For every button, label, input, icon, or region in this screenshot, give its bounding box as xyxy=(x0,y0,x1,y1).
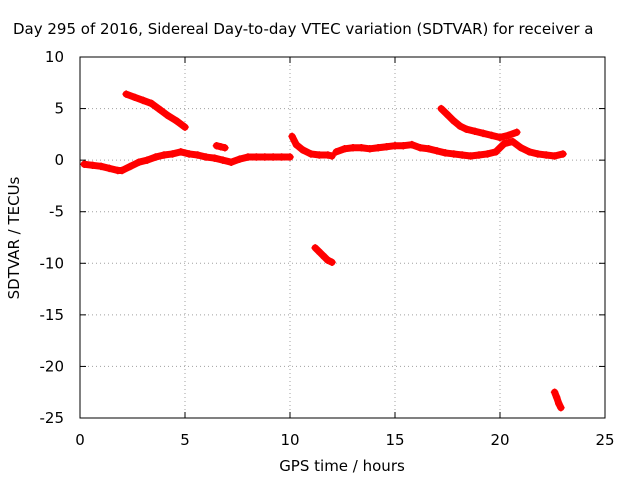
x-tick-label: 5 xyxy=(180,431,190,449)
point-group xyxy=(122,90,189,131)
y-tick-label: 10 xyxy=(45,48,64,66)
x-tick-labels: 0 5 10 15 20 25 xyxy=(75,431,614,449)
y-tick-label: 5 xyxy=(54,100,64,118)
data-point xyxy=(286,153,294,161)
data-point xyxy=(513,128,521,137)
point-group xyxy=(288,132,336,160)
point-group xyxy=(212,141,229,152)
y-tick-label: 0 xyxy=(54,151,64,169)
x-tick-label: 10 xyxy=(280,431,299,449)
y-axis-title: SDTVAR / TECUs xyxy=(5,176,23,299)
y-tick-labels: 10 5 0 -5 -10 -15 -20 -25 xyxy=(40,48,65,427)
y-tick-label: -15 xyxy=(40,306,65,324)
x-tick-label: 15 xyxy=(385,431,404,449)
y-tick-label: -10 xyxy=(40,254,65,272)
data-point xyxy=(557,403,565,412)
point-group xyxy=(550,388,565,412)
data-point xyxy=(221,144,229,152)
x-axis-title: GPS time / hours xyxy=(279,457,405,475)
x-tick-label: 20 xyxy=(490,431,509,449)
data-point xyxy=(559,150,567,158)
y-tick-label: -5 xyxy=(49,203,64,221)
y-tick-label: -20 xyxy=(40,357,65,375)
data-point xyxy=(328,152,336,160)
grid-layer xyxy=(80,57,605,418)
point-group xyxy=(311,244,336,267)
chart-title: Day 295 of 2016, Sidereal Day-to-day VTE… xyxy=(13,20,594,38)
point-group xyxy=(437,104,521,142)
ticks-layer xyxy=(79,56,606,419)
x-tick-label: 0 xyxy=(75,431,85,449)
y-tick-label: -25 xyxy=(40,409,65,427)
data-point xyxy=(328,258,336,267)
point-group xyxy=(332,137,567,160)
x-tick-label: 25 xyxy=(595,431,614,449)
data-point xyxy=(181,123,189,131)
point-group xyxy=(80,148,294,175)
points-layer xyxy=(80,90,567,412)
point-cluster xyxy=(173,117,189,131)
plot-frame xyxy=(79,56,606,419)
